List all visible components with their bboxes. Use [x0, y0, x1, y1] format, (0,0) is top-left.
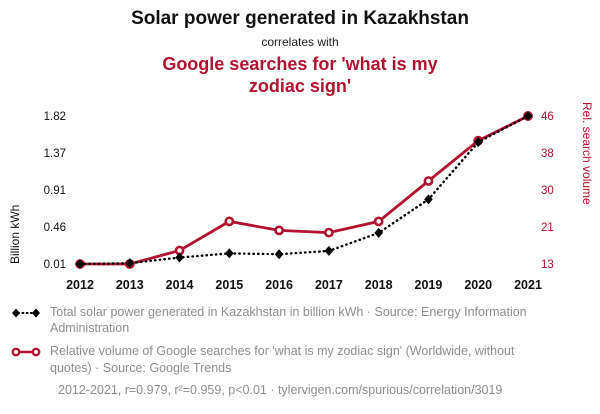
chart-legend: Total solar power generated in Kazakhsta…	[0, 298, 600, 397]
svg-text:2016: 2016	[265, 278, 293, 292]
svg-text:21: 21	[541, 222, 554, 234]
line-chart: 0.01 0.46 0.91 1.37 1.82 13 21 30 38 46 2012 2013 20…	[44, 110, 554, 292]
svg-text:2017: 2017	[315, 278, 343, 292]
svg-text:2014: 2014	[166, 278, 194, 292]
legend-marker-solar-icon	[12, 308, 40, 318]
svg-text:0.46: 0.46	[44, 222, 66, 234]
svg-text:2020: 2020	[464, 278, 492, 292]
legend-item-solar: Total solar power generated in Kazakhsta…	[10, 304, 590, 337]
svg-text:2019: 2019	[415, 278, 443, 292]
legend-label-searches: Relative volume of Google searches for '…	[50, 344, 515, 375]
chart-header: Solar power generated in Kazakhstan corr…	[0, 8, 600, 98]
chart-title-secondary: Google searches for 'what is my zodiac s…	[162, 53, 438, 97]
svg-text:2013: 2013	[116, 278, 144, 292]
svg-text:13: 13	[541, 259, 554, 271]
chart-subtitle: correlates with	[261, 34, 339, 49]
svg-text:38: 38	[541, 148, 554, 160]
svg-text:2015: 2015	[215, 278, 243, 292]
svg-text:1.37: 1.37	[44, 148, 66, 160]
legend-marker-searches-icon	[11, 347, 41, 357]
right-axis-label: Rel. search volume	[580, 101, 594, 205]
svg-text:2012: 2012	[66, 278, 94, 292]
svg-text:46: 46	[541, 111, 554, 123]
stats-footer: 2012-2021, r=0.979, r²=0.959, p<0.01 · t…	[58, 382, 503, 397]
svg-text:2018: 2018	[365, 278, 393, 292]
svg-text:0.91: 0.91	[44, 185, 66, 197]
svg-text:2021: 2021	[514, 278, 542, 292]
left-axis-label: Billion kWh	[8, 204, 22, 264]
svg-text:30: 30	[541, 185, 554, 197]
legend-label-solar: Total solar power generated in Kazakhsta…	[50, 304, 527, 336]
chart-title: Solar power generated in Kazakhstan	[131, 8, 469, 29]
legend-item-searches: Relative volume of Google searches for '…	[10, 343, 590, 376]
svg-text:1.82: 1.82	[44, 111, 66, 123]
chart-area: 0.01 0.46 0.91 1.37 1.82 13 21 30 38 46 2012 2013 20…	[0, 102, 600, 298]
svg-text:0.01: 0.01	[44, 259, 66, 271]
